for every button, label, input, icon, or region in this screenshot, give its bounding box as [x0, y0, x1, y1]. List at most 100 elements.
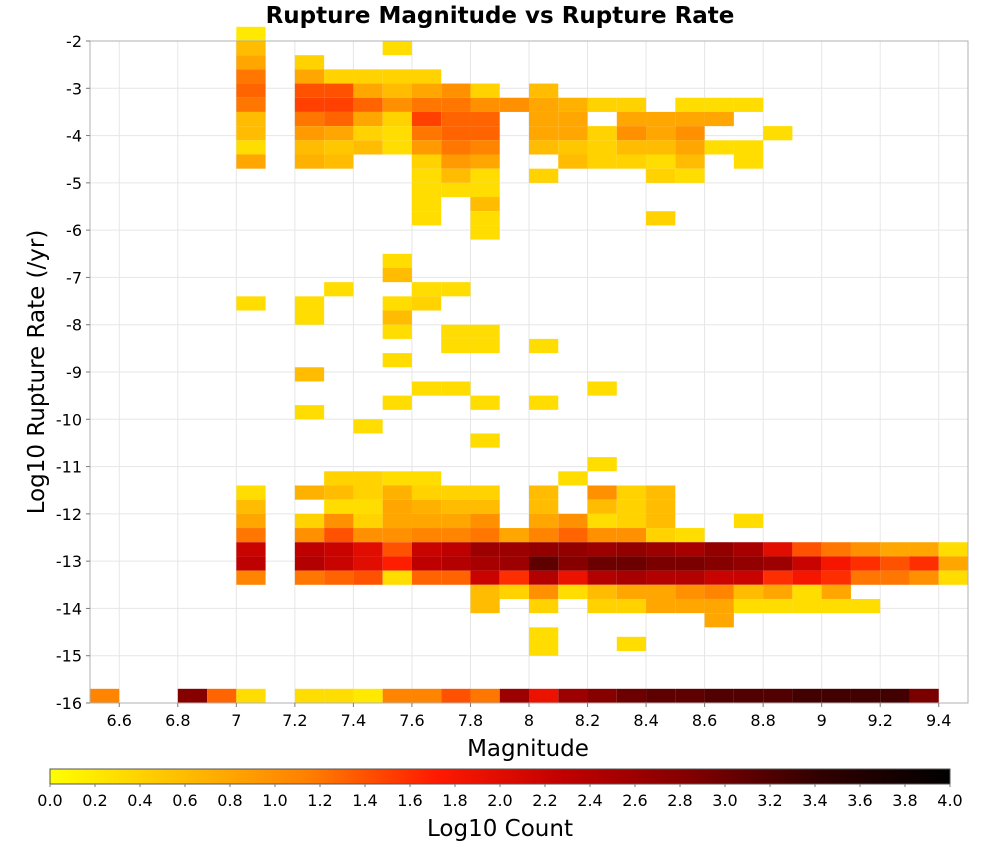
heatmap-cell: [470, 528, 500, 543]
x-tick-label: 7.2: [282, 711, 307, 730]
heatmap-cell: [411, 570, 442, 585]
heatmap-cell: [529, 598, 559, 614]
x-axis-label: Magnitude: [467, 736, 589, 762]
heatmap-cell: [616, 513, 647, 529]
heatmap-cell: [236, 499, 266, 514]
heatmap-cell: [353, 419, 383, 434]
heatmap-cell: [733, 570, 764, 585]
y-tick-label: -12: [56, 505, 82, 524]
heatmap-cell: [294, 405, 325, 420]
heatmap-cell: [411, 528, 442, 543]
heatmap-cell: [236, 41, 266, 56]
heatmap-cell: [353, 69, 383, 84]
heatmap-cell: [704, 111, 734, 127]
heatmap-cell: [558, 97, 588, 112]
heatmap-cell: [529, 395, 559, 410]
x-tick-label: 9.4: [926, 711, 951, 730]
heatmap-cell: [470, 338, 500, 354]
heatmap-cell: [529, 499, 559, 514]
colorbar-tick-label: 1.0: [262, 791, 287, 810]
heatmap-cell: [587, 688, 617, 703]
heatmap-cell: [616, 584, 647, 599]
colorbar-tick-label: 0.2: [82, 791, 107, 810]
x-tick-label: 6.8: [165, 711, 190, 730]
y-tick-label: -8: [66, 316, 82, 335]
heatmap-cell: [587, 542, 617, 557]
heatmap-cell: [529, 338, 559, 354]
colorbar-tick-label: 3.2: [757, 791, 782, 810]
heatmap-cell: [529, 168, 559, 183]
heatmap-cell: [529, 542, 559, 557]
heatmap-cell: [470, 570, 500, 585]
heatmap-cell: [880, 542, 910, 557]
heatmap-cell: [382, 528, 412, 543]
heatmap-cell: [177, 688, 208, 703]
heatmap-cell: [324, 126, 354, 141]
heatmap-cell: [587, 499, 617, 514]
x-tick-label: 8.6: [692, 711, 717, 730]
heatmap-cell: [236, 528, 266, 543]
heatmap-cell: [294, 310, 325, 325]
colorbar-tick-label: 1.6: [397, 791, 422, 810]
heatmap-cell: [704, 613, 734, 628]
heatmap-cell: [441, 528, 471, 543]
heatmap-cell: [441, 168, 471, 183]
heatmap-cell: [294, 154, 325, 169]
heatmap-cell: [441, 556, 471, 571]
heatmap-cell: [324, 688, 354, 703]
heatmap-cell: [821, 598, 851, 614]
heatmap-cell: [646, 584, 676, 599]
heatmap-cell: [441, 111, 471, 127]
heatmap-cell: [675, 126, 705, 141]
heatmap-cell: [646, 111, 676, 127]
heatmap-cell: [324, 542, 354, 557]
heatmap-cell: [704, 688, 734, 703]
heatmap-cell: [382, 83, 412, 98]
heatmap-cell: [236, 83, 266, 98]
heatmap-cell: [616, 111, 647, 127]
heatmap-cell: [294, 97, 325, 112]
heatmap-cell: [294, 111, 325, 127]
y-tick-label: -15: [56, 647, 82, 666]
y-tick-label: -11: [56, 458, 82, 477]
heatmap-cell: [821, 688, 851, 703]
heatmap-cell: [294, 367, 325, 382]
heatmap-cell: [470, 584, 500, 599]
heatmap-cell: [411, 296, 442, 311]
heatmap-cell: [382, 140, 412, 155]
heatmap-cell: [411, 69, 442, 84]
heatmap-cell: [880, 570, 910, 585]
heatmap-cell: [441, 154, 471, 169]
heatmap-cell: [324, 97, 354, 112]
heatmap-cell: [382, 69, 412, 84]
heatmap-cell: [616, 528, 647, 543]
colorbar-tick-label: 2.0: [487, 791, 512, 810]
colorbar-tick-label: 1.2: [307, 791, 332, 810]
heatmap-cell: [733, 513, 764, 529]
heatmap-cell: [411, 182, 442, 198]
heatmap-cell: [382, 126, 412, 141]
heatmap-cell: [704, 598, 734, 614]
y-tick-label: -16: [56, 694, 82, 713]
heatmap-cell: [733, 556, 764, 571]
heatmap-cell: [587, 457, 617, 472]
heatmap-cell: [294, 570, 325, 585]
heatmap-cell: [704, 542, 734, 557]
heatmap-cell: [733, 140, 764, 155]
heatmap-cell: [909, 556, 939, 571]
heatmap-cell: [353, 485, 383, 500]
heatmap-cell: [850, 598, 881, 614]
heatmap-cell: [90, 688, 120, 703]
x-tick-label: 7: [231, 711, 241, 730]
heatmap-cell: [616, 140, 647, 155]
heatmap-cell: [646, 154, 676, 169]
heatmap-cell: [441, 324, 471, 339]
heatmap-cell: [938, 556, 968, 571]
heatmap-cell: [382, 471, 412, 486]
heatmap-cell: [675, 111, 705, 127]
y-tick-label: -13: [56, 552, 82, 571]
heatmap-cell: [470, 126, 500, 141]
heatmap-cell: [587, 154, 617, 169]
heatmap-cell: [646, 542, 676, 557]
heatmap-cell: [704, 556, 734, 571]
